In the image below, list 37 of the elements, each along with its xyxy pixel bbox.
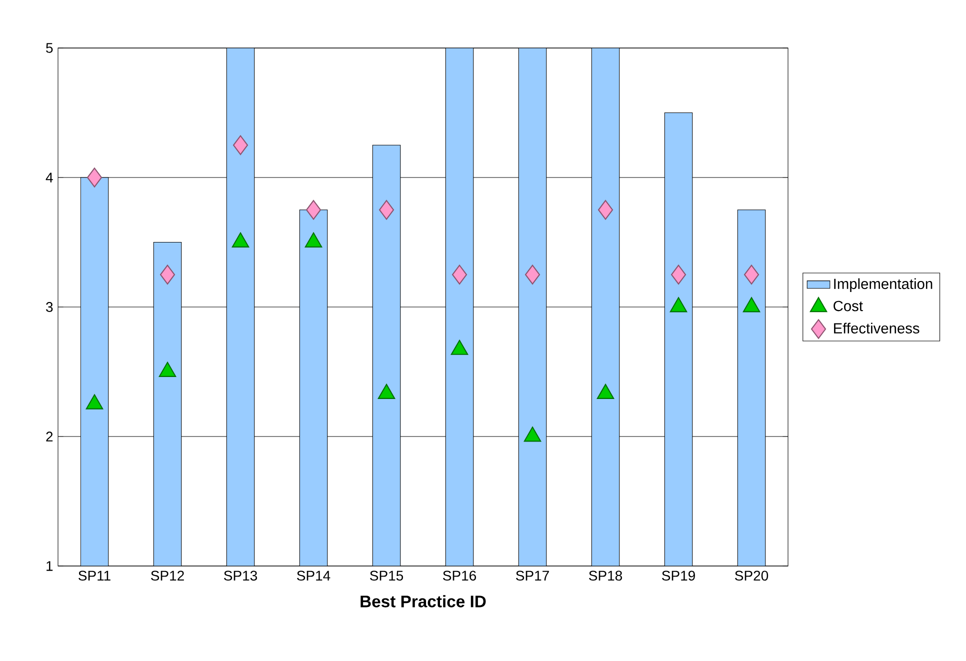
x-axis-title: Best Practice ID bbox=[360, 595, 486, 608]
x-tick-label: SP18 bbox=[589, 570, 622, 581]
y-tick-label: 1 bbox=[46, 561, 53, 571]
legend-label: Cost bbox=[834, 300, 863, 312]
y-tick-label: 5 bbox=[46, 43, 53, 53]
point bbox=[742, 297, 760, 312]
x-tick-label: SP17 bbox=[516, 570, 549, 581]
point bbox=[450, 340, 468, 355]
point bbox=[524, 426, 542, 442]
x-tick-label: SP15 bbox=[370, 570, 404, 581]
legend-label: Implementation bbox=[834, 278, 932, 292]
point bbox=[306, 200, 322, 220]
point bbox=[596, 384, 614, 399]
point bbox=[160, 264, 176, 284]
point bbox=[232, 135, 248, 155]
x-tick-label: SP11 bbox=[78, 570, 110, 581]
legend-label: Effectiveness bbox=[834, 322, 920, 334]
y-tick-label: 3 bbox=[46, 302, 53, 312]
y-tick-label: 4 bbox=[46, 172, 53, 182]
point bbox=[378, 384, 396, 399]
point bbox=[158, 362, 176, 377]
x-tick-label: SP12 bbox=[151, 570, 184, 581]
x-tick-label: SP13 bbox=[224, 570, 258, 581]
point bbox=[524, 264, 540, 284]
point bbox=[452, 264, 468, 284]
point bbox=[670, 264, 686, 284]
point bbox=[744, 264, 760, 284]
x-tick-label: SP14 bbox=[297, 570, 330, 581]
point bbox=[670, 297, 688, 312]
point bbox=[86, 394, 104, 410]
point bbox=[378, 200, 394, 220]
point bbox=[598, 200, 614, 220]
x-tick-label: SP19 bbox=[662, 570, 695, 581]
y-tick-label: 2 bbox=[46, 432, 53, 442]
x-tick-label: SP16 bbox=[443, 570, 476, 581]
x-tick-label: SP20 bbox=[735, 570, 768, 581]
point bbox=[86, 168, 102, 188]
